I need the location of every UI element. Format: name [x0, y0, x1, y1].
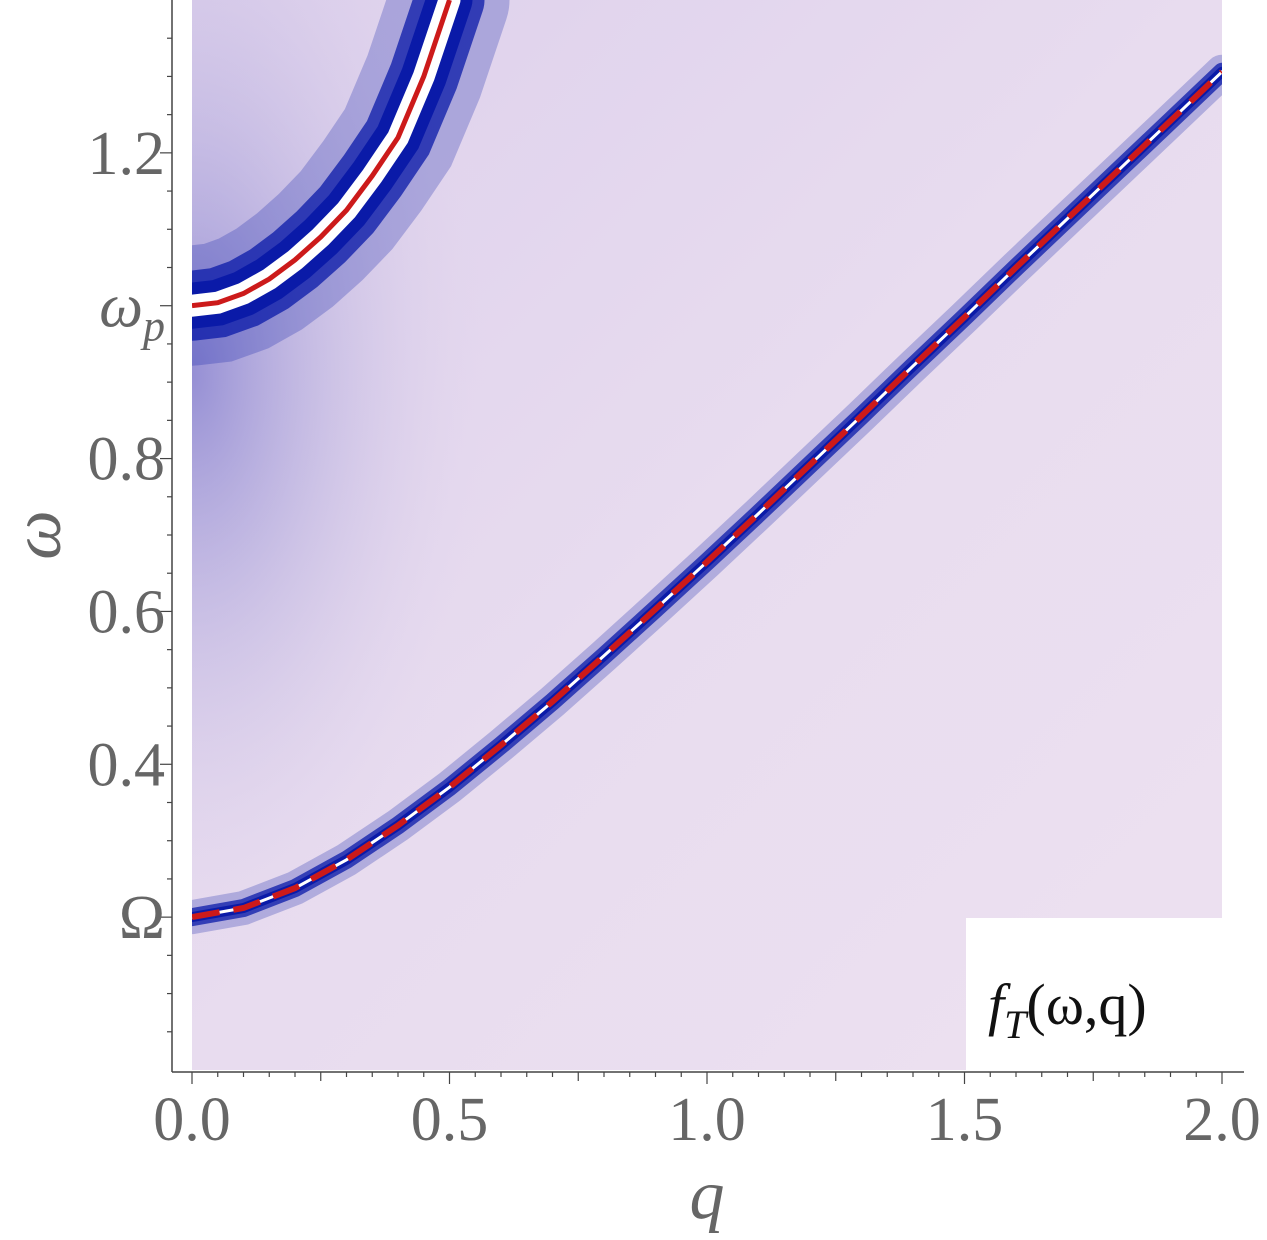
- y-tick-label: 0.6: [88, 578, 166, 646]
- x-tick-label: 1.0: [668, 1086, 746, 1154]
- x-tick-label: 0.0: [153, 1086, 231, 1154]
- heatmap-quantity-label-box: fT(ω,q): [966, 918, 1228, 1074]
- series-line-2: [192, 69, 1222, 921]
- series-line-1: [192, 0, 452, 309]
- y-tick-label: 0.8: [88, 426, 166, 494]
- plot-area: [192, 0, 1222, 1070]
- y-tick-label: ωp: [99, 273, 165, 351]
- y-tick-label: 1.2: [88, 120, 166, 188]
- y-axis-title: ω: [0, 510, 76, 559]
- y-tick-label: 0.4: [88, 731, 166, 799]
- x-tick-label: 1.5: [926, 1086, 1004, 1154]
- x-tick-label: 2.0: [1183, 1086, 1261, 1154]
- x-axis-title: q: [690, 1157, 725, 1234]
- x-tick-label: 0.5: [411, 1086, 489, 1154]
- y-tick-label: Ω: [119, 884, 165, 952]
- heatmap-quantity-label: fT(ω,q): [988, 972, 1147, 1047]
